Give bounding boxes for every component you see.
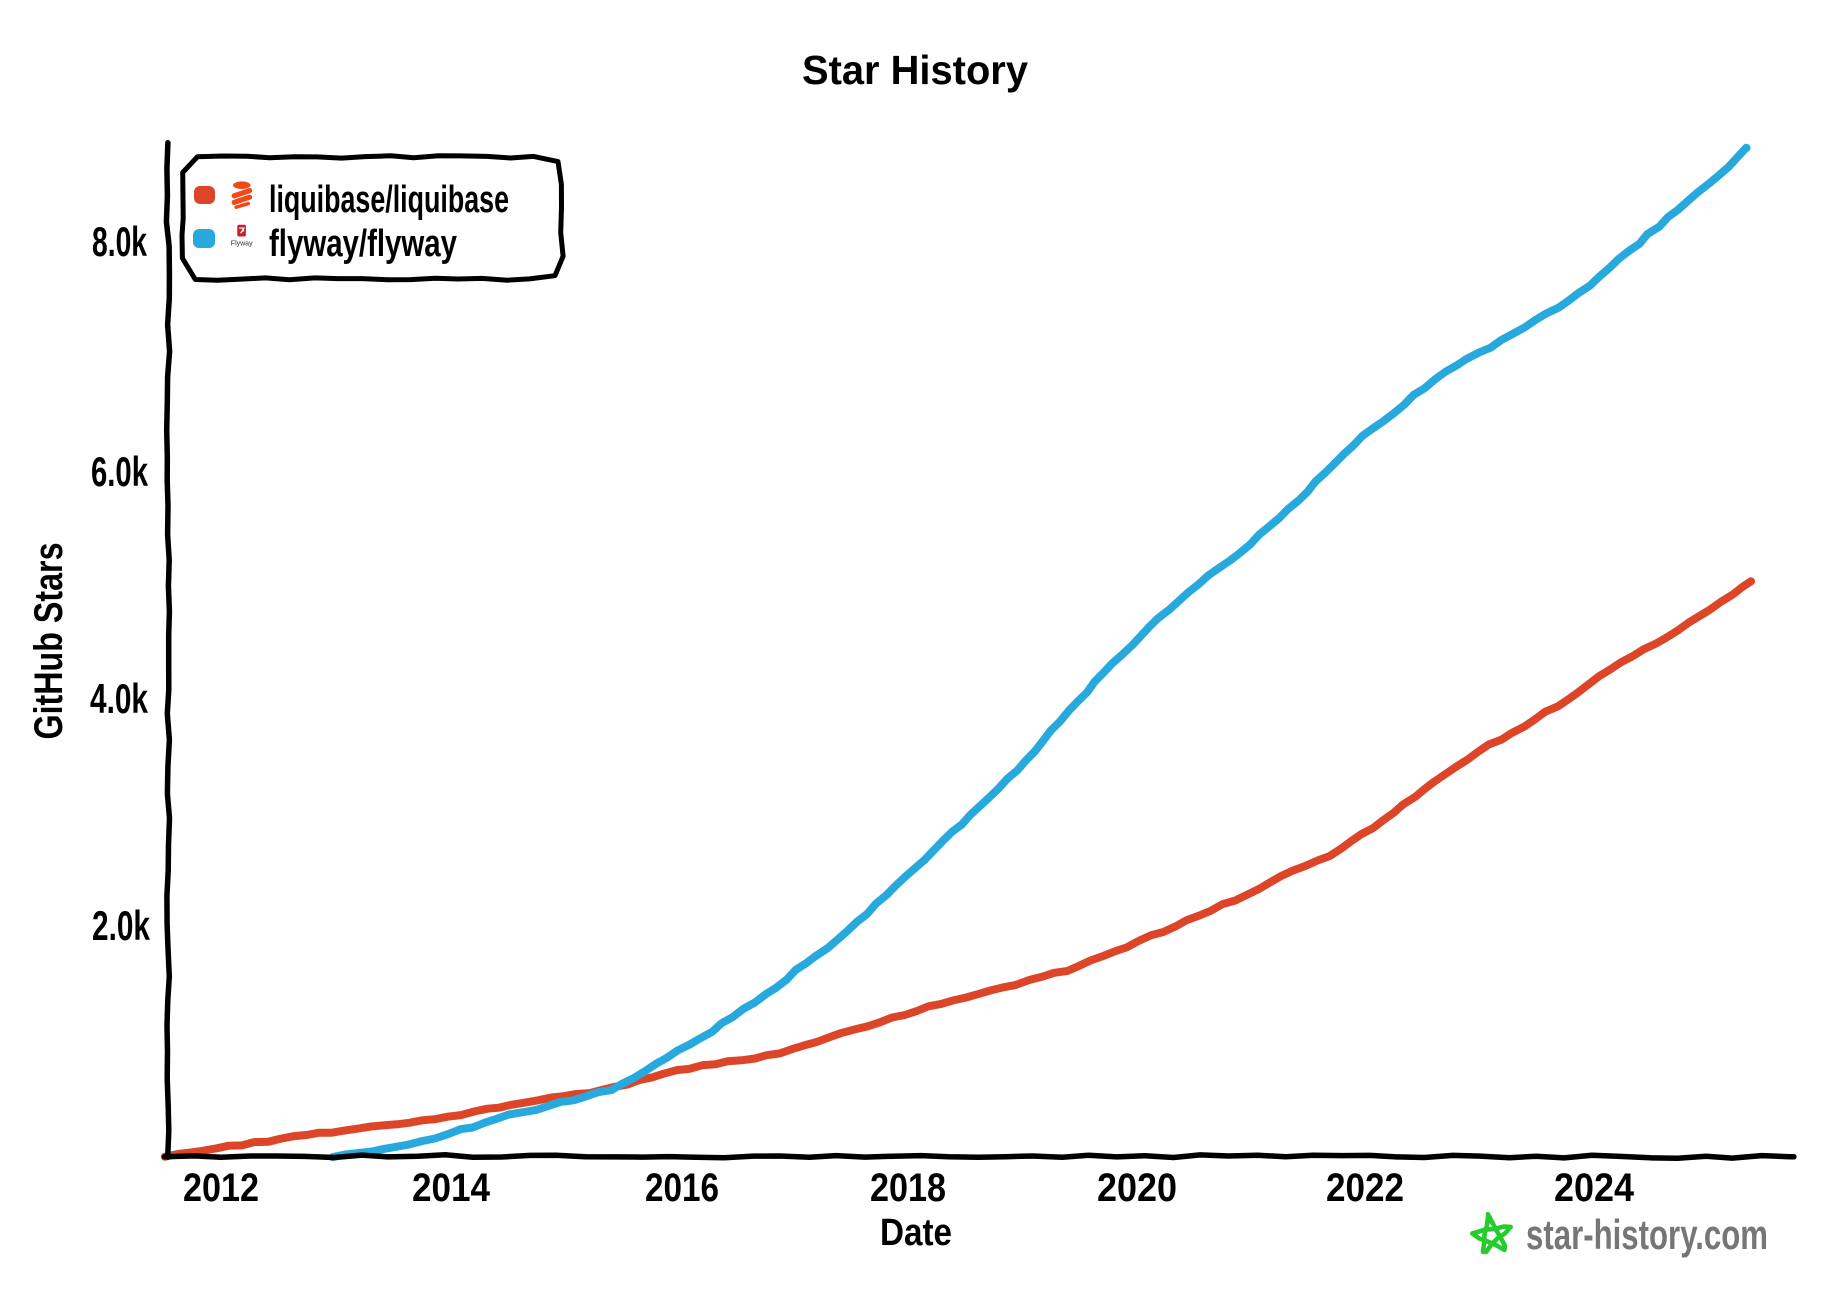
svg-text:4.0k: 4.0k <box>90 675 148 722</box>
svg-text:2014: 2014 <box>412 1166 491 1210</box>
svg-text:6.0k: 6.0k <box>91 448 148 495</box>
svg-text:2012: 2012 <box>183 1166 259 1210</box>
svg-text:2020: 2020 <box>1097 1166 1177 1210</box>
svg-text:Star History: Star History <box>802 47 1028 93</box>
svg-text:Flyway: Flyway <box>231 241 253 248</box>
svg-text:8.0k: 8.0k <box>92 218 147 265</box>
svg-text:2.0k: 2.0k <box>92 902 150 949</box>
svg-text:GitHub Stars: GitHub Stars <box>27 543 71 740</box>
svg-text:2018: 2018 <box>870 1166 946 1210</box>
svg-text:Date: Date <box>880 1212 952 1254</box>
svg-text:2024: 2024 <box>1554 1166 1635 1210</box>
svg-text:flyway/flyway: flyway/flyway <box>269 223 457 265</box>
svg-text:liquibase/liquibase: liquibase/liquibase <box>269 179 509 221</box>
svg-text:2022: 2022 <box>1326 1166 1404 1210</box>
svg-text:star-history.com: star-history.com <box>1526 1211 1768 1258</box>
svg-text:2016: 2016 <box>645 1166 719 1210</box>
